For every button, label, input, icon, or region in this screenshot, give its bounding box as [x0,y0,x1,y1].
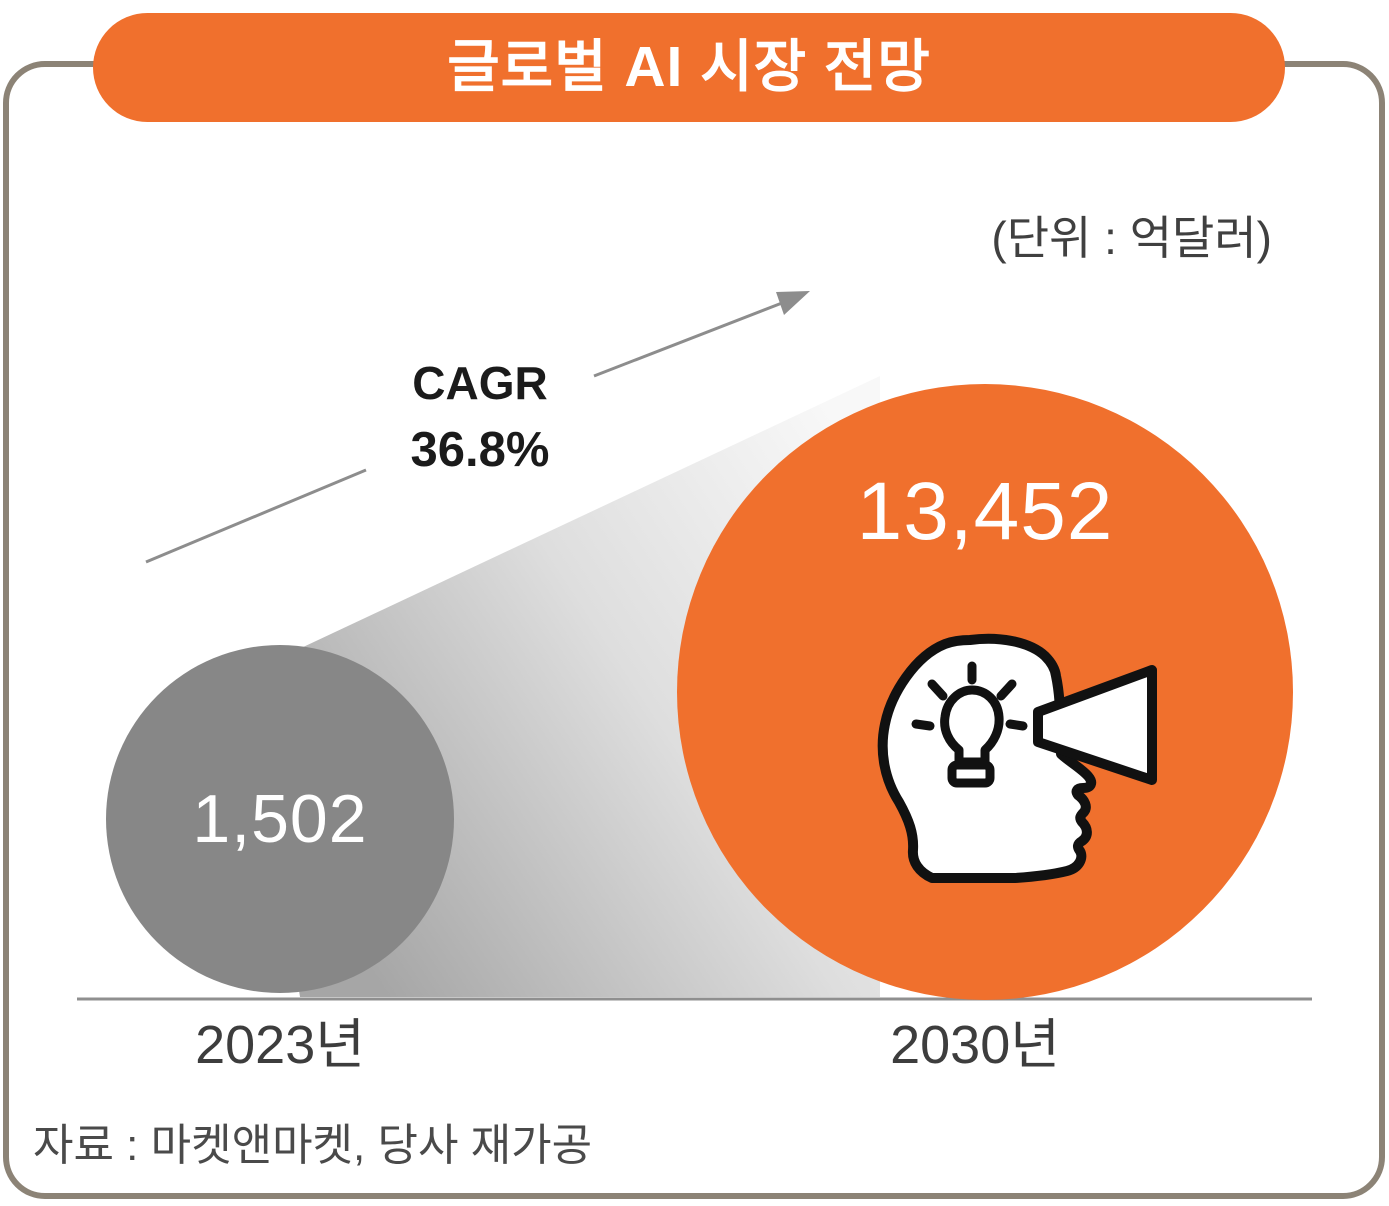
bubble-2030: 13,452 [677,384,1293,1000]
trend-arrow-icon [145,291,810,564]
idea-rays [911,661,1028,731]
cagr-label: CAGR [412,357,548,409]
lightbulb-icon [940,685,1004,788]
bubble-2023-value: 1,502 [192,781,368,857]
x-label-2023: 2023년 [195,1015,365,1075]
projection-cone [1033,665,1157,785]
title-banner: 글로벌 AI 시장 전망 [93,13,1285,122]
bubble-2023: 1,502 [106,645,454,993]
unit-label: (단위 : 억달러) [991,212,1272,264]
page-title: 글로벌 AI 시장 전망 [447,35,931,99]
cagr-annotation: CAGR 36.8% [330,351,630,486]
cagr-value: 36.8% [410,423,550,478]
x-label-2030: 2030년 [890,1015,1060,1075]
head-idea-projection-icon [877,633,1157,883]
bubble-2030-value: 13,452 [856,466,1114,557]
source-note: 자료 : 마켓앤마켓, 당사 재가공 [33,1121,593,1170]
